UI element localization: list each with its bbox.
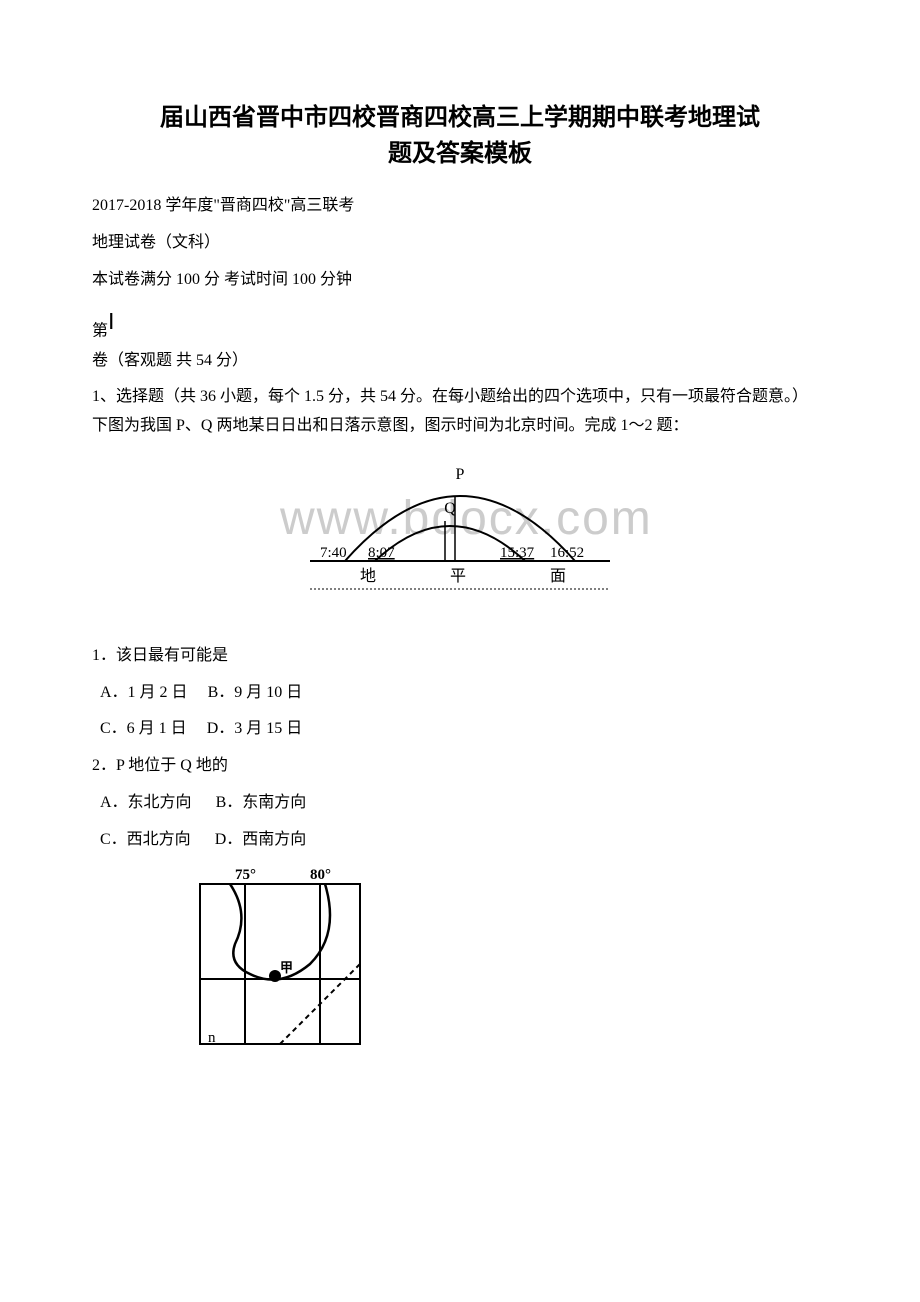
label-75: 75° [235, 867, 256, 883]
chart-2-container: 75° 80° 甲 n [180, 864, 860, 1065]
q2-opt-c: C．西北方向 [100, 831, 191, 848]
label-80: 80° [310, 867, 331, 883]
title-line-1: 届山西省晋中市四校晋商四校高三上学期期中联考地理试 [160, 105, 760, 131]
section-marker: 第Ⅰ [60, 302, 860, 346]
q1-opt-c: C．6 月 1 日 [100, 720, 187, 737]
ground-label-1: 平 [450, 568, 466, 585]
section-prefix: 第 [92, 323, 108, 340]
score-time: 本试卷满分 100 分 考试时间 100 分钟 [60, 266, 860, 295]
section-roman: Ⅰ [108, 309, 115, 334]
p-label: P [456, 466, 465, 483]
section-desc: 卷（客观题 共 54 分） [60, 347, 860, 376]
ground-label-2: 面 [550, 568, 566, 585]
subtitle: 2017-2018 学年度"晋商四校"高三联考 [60, 192, 860, 221]
question-2: 2．P 地位于 Q 地的 [60, 752, 860, 781]
sunrise-sunset-chart: P Q 7:40 8:07 15:37 16:52 地 平 面 [290, 461, 630, 611]
q2-opt-a: A．东北方向 [100, 794, 192, 811]
map-chart: 75° 80° 甲 n [180, 864, 380, 1054]
time-3: 15:37 [500, 545, 535, 561]
q1-options-cd: C．6 月 1 日 D．3 月 15 日 [60, 715, 860, 744]
time-4: 16:52 [550, 545, 584, 561]
time-2: 8:07 [368, 545, 395, 561]
chart-1-container: www.bdocx.com P Q 7:40 8:07 15:37 16:52 … [60, 461, 860, 622]
question-1: 1．该日最有可能是 [60, 642, 860, 671]
time-1: 7:40 [320, 545, 347, 561]
document-title: 届山西省晋中市四校晋商四校高三上学期期中联考地理试 题及答案模板 [60, 100, 860, 172]
q2-opt-d: D．西南方向 [215, 831, 307, 848]
q2-options-cd: C．西北方向 D．西南方向 [60, 826, 860, 855]
point-label: 甲 [280, 960, 293, 975]
paper-type: 地理试卷（文科） [60, 229, 860, 258]
q1-options-ab: A．1 月 2 日 B．9 月 10 日 [60, 679, 860, 708]
instruction: 1、选择题（共 36 小题，每个 1.5 分，共 54 分。在每小题给出的四个选… [92, 383, 860, 412]
q1-opt-a: A．1 月 2 日 [100, 684, 188, 701]
ground-label-0: 地 [360, 567, 376, 585]
title-line-2: 题及答案模板 [388, 141, 532, 167]
context-1: 下图为我国 P、Q 两地某日日出和日落示意图，图示时间为北京时间。完成 1～2 … [60, 412, 860, 441]
q2-opt-b: B．东南方向 [216, 794, 307, 811]
point-n: n [208, 1030, 216, 1046]
q1-opt-b: B．9 月 10 日 [208, 684, 303, 701]
q1-opt-d: D．3 月 15 日 [207, 720, 303, 737]
q2-options-ab: A．东北方向 B．东南方向 [60, 789, 860, 818]
